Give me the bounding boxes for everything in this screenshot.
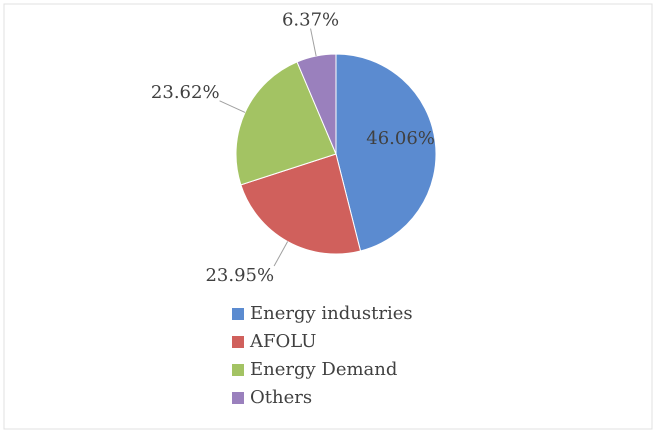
leader-line <box>219 100 246 113</box>
data-label: 46.06% <box>366 128 435 149</box>
pie-slice <box>335 53 437 252</box>
leader-line <box>273 241 289 267</box>
pie-slice <box>296 53 337 155</box>
pie-slice <box>240 153 362 255</box>
legend-swatch <box>232 308 244 320</box>
legend-label: Energy industries <box>250 303 413 324</box>
legend-label: Energy Demand <box>250 359 397 380</box>
data-label: 23.95% <box>205 265 274 286</box>
legend-label: Others <box>250 387 312 408</box>
legend-label: AFOLU <box>249 331 316 352</box>
data-label: 23.62% <box>151 82 220 103</box>
legend-swatch <box>232 392 244 404</box>
legend-swatch <box>232 336 244 348</box>
legend-swatch <box>232 364 244 376</box>
data-label: 6.37% <box>282 10 339 31</box>
leader-line <box>310 28 317 57</box>
